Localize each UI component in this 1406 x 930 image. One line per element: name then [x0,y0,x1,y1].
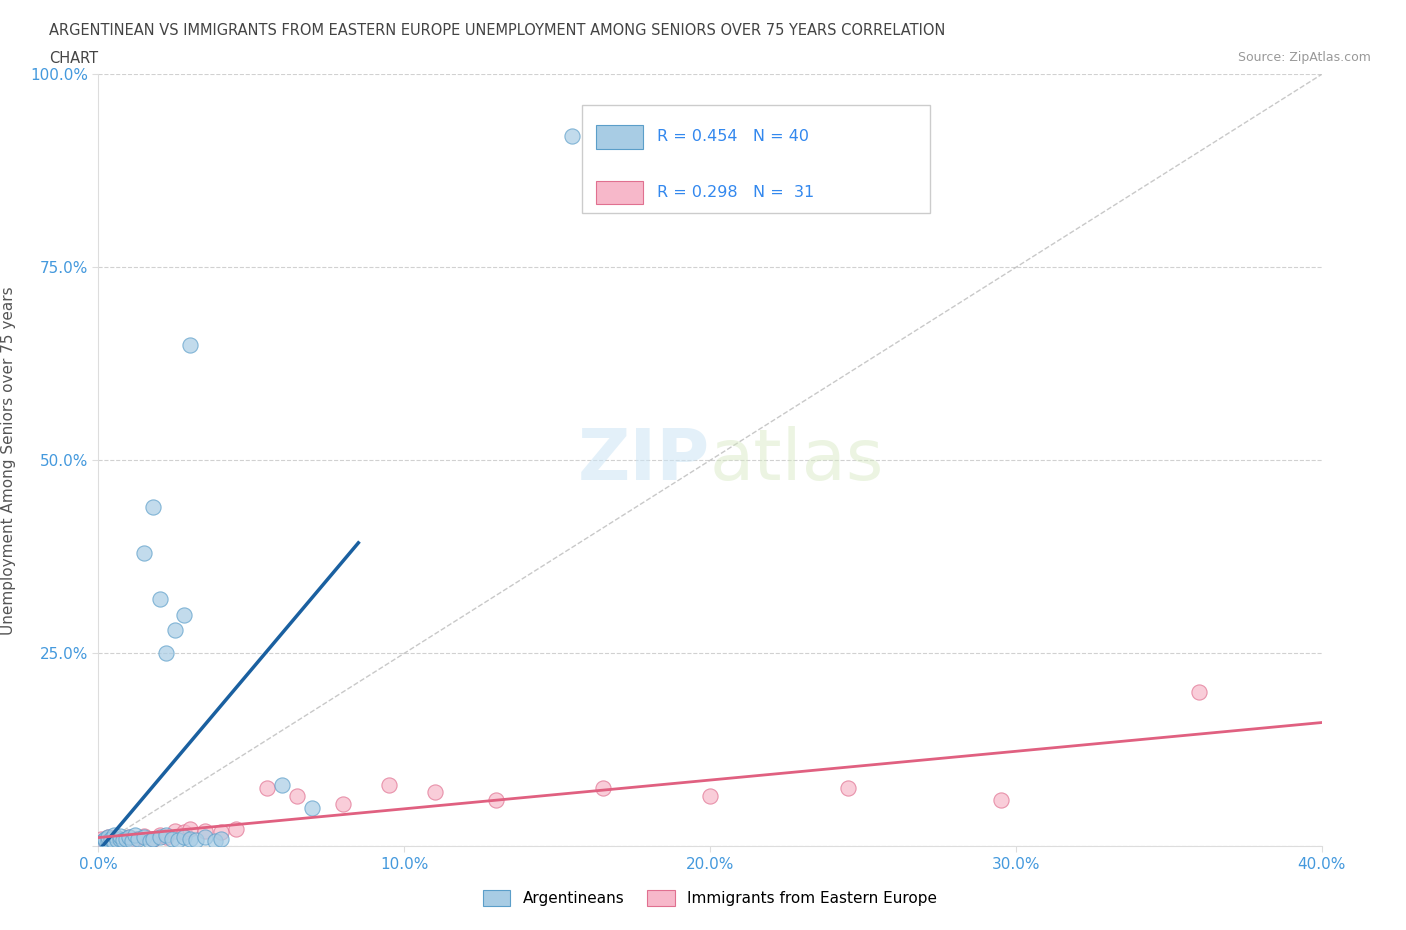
Point [186,832,208,847]
Point [121,833,143,848]
Point [103,828,125,843]
FancyBboxPatch shape [596,181,643,204]
FancyBboxPatch shape [582,105,931,213]
Point [699,789,721,804]
Point [155,830,177,844]
Point [111,832,134,847]
Point [149,591,172,606]
Point [155,646,177,661]
Point [423,785,446,800]
Point [1188,684,1211,699]
Point [93,832,115,847]
Point [111,832,134,847]
Point [173,607,195,622]
Point [118,830,141,844]
Point [179,338,201,352]
Point [163,823,186,838]
Point [134,830,156,844]
Point [105,833,128,848]
Point [103,834,125,849]
Point [160,831,183,846]
Point [108,831,131,846]
Point [167,832,190,847]
Point [115,831,138,846]
Point [142,831,165,846]
Point [90,835,112,850]
Point [108,831,131,846]
Point [105,832,128,847]
Point [285,789,308,804]
Point [209,831,232,846]
FancyBboxPatch shape [596,126,643,149]
Text: ZIP: ZIP [578,426,710,495]
Point [209,825,232,840]
Point [270,777,292,792]
Text: CHART: CHART [49,51,98,66]
Point [990,792,1012,807]
Point [97,833,120,848]
Text: ARGENTINEAN VS IMMIGRANTS FROM EASTERN EUROPE UNEMPLOYMENT AMONG SENIORS OVER 75: ARGENTINEAN VS IMMIGRANTS FROM EASTERN E… [49,23,946,38]
Point [93,832,115,847]
Point [173,825,195,840]
Point [592,781,614,796]
Point [225,822,247,837]
Point [485,792,508,807]
Text: atlas: atlas [710,426,884,495]
Point [108,829,131,844]
Point [127,832,149,847]
Point [194,823,217,838]
Point [149,828,172,843]
Point [332,796,354,811]
Point [155,828,177,843]
Point [139,833,162,848]
Text: Source: ZipAtlas.com: Source: ZipAtlas.com [1237,51,1371,64]
Point [93,831,115,846]
Point [97,830,120,844]
Point [301,800,323,815]
Point [561,128,583,143]
Point [124,828,146,843]
Point [118,830,141,844]
Point [142,499,165,514]
Point [100,832,122,847]
Point [837,781,859,796]
Point [173,830,195,844]
Point [97,830,120,844]
Point [90,831,112,846]
Point [204,833,226,848]
Legend: Argentineans, Immigrants from Eastern Europe: Argentineans, Immigrants from Eastern Eu… [477,884,943,912]
Text: R = 0.454   N = 40: R = 0.454 N = 40 [658,129,810,144]
Point [124,832,146,847]
Point [256,781,278,796]
Point [163,623,186,638]
Point [134,829,156,844]
Point [179,831,201,846]
Text: R = 0.298   N =  31: R = 0.298 N = 31 [658,185,814,200]
Point [194,830,217,844]
Point [142,831,165,846]
Y-axis label: Unemployment Among Seniors over 75 years: Unemployment Among Seniors over 75 years [1,286,15,634]
Point [103,830,125,845]
Point [149,830,172,844]
Point [100,832,122,847]
Point [378,777,401,792]
Point [179,822,201,837]
Point [134,546,156,561]
